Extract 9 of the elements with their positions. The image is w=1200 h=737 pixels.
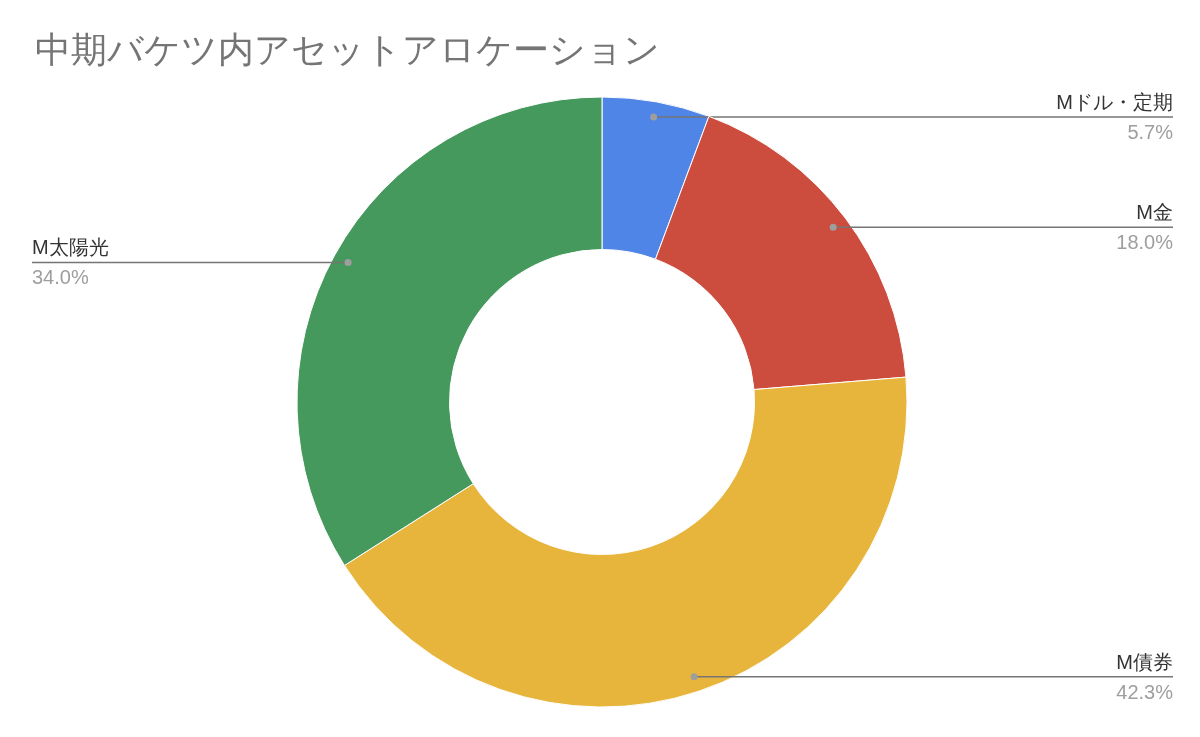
data-label: 5.7% [1127,120,1174,143]
slice-label: M金 [1136,201,1173,224]
data-label: 34.0% [32,266,89,289]
slice-label: M太陽光 [32,236,109,259]
chart-title: 中期バケツ内アセットアロケーション [35,29,660,70]
slice-label: Mドル・定期 [1056,90,1173,113]
data-label: 42.3% [1116,680,1174,703]
data-label: 18.0% [1116,231,1174,254]
slice-label: M債券 [1116,650,1173,673]
